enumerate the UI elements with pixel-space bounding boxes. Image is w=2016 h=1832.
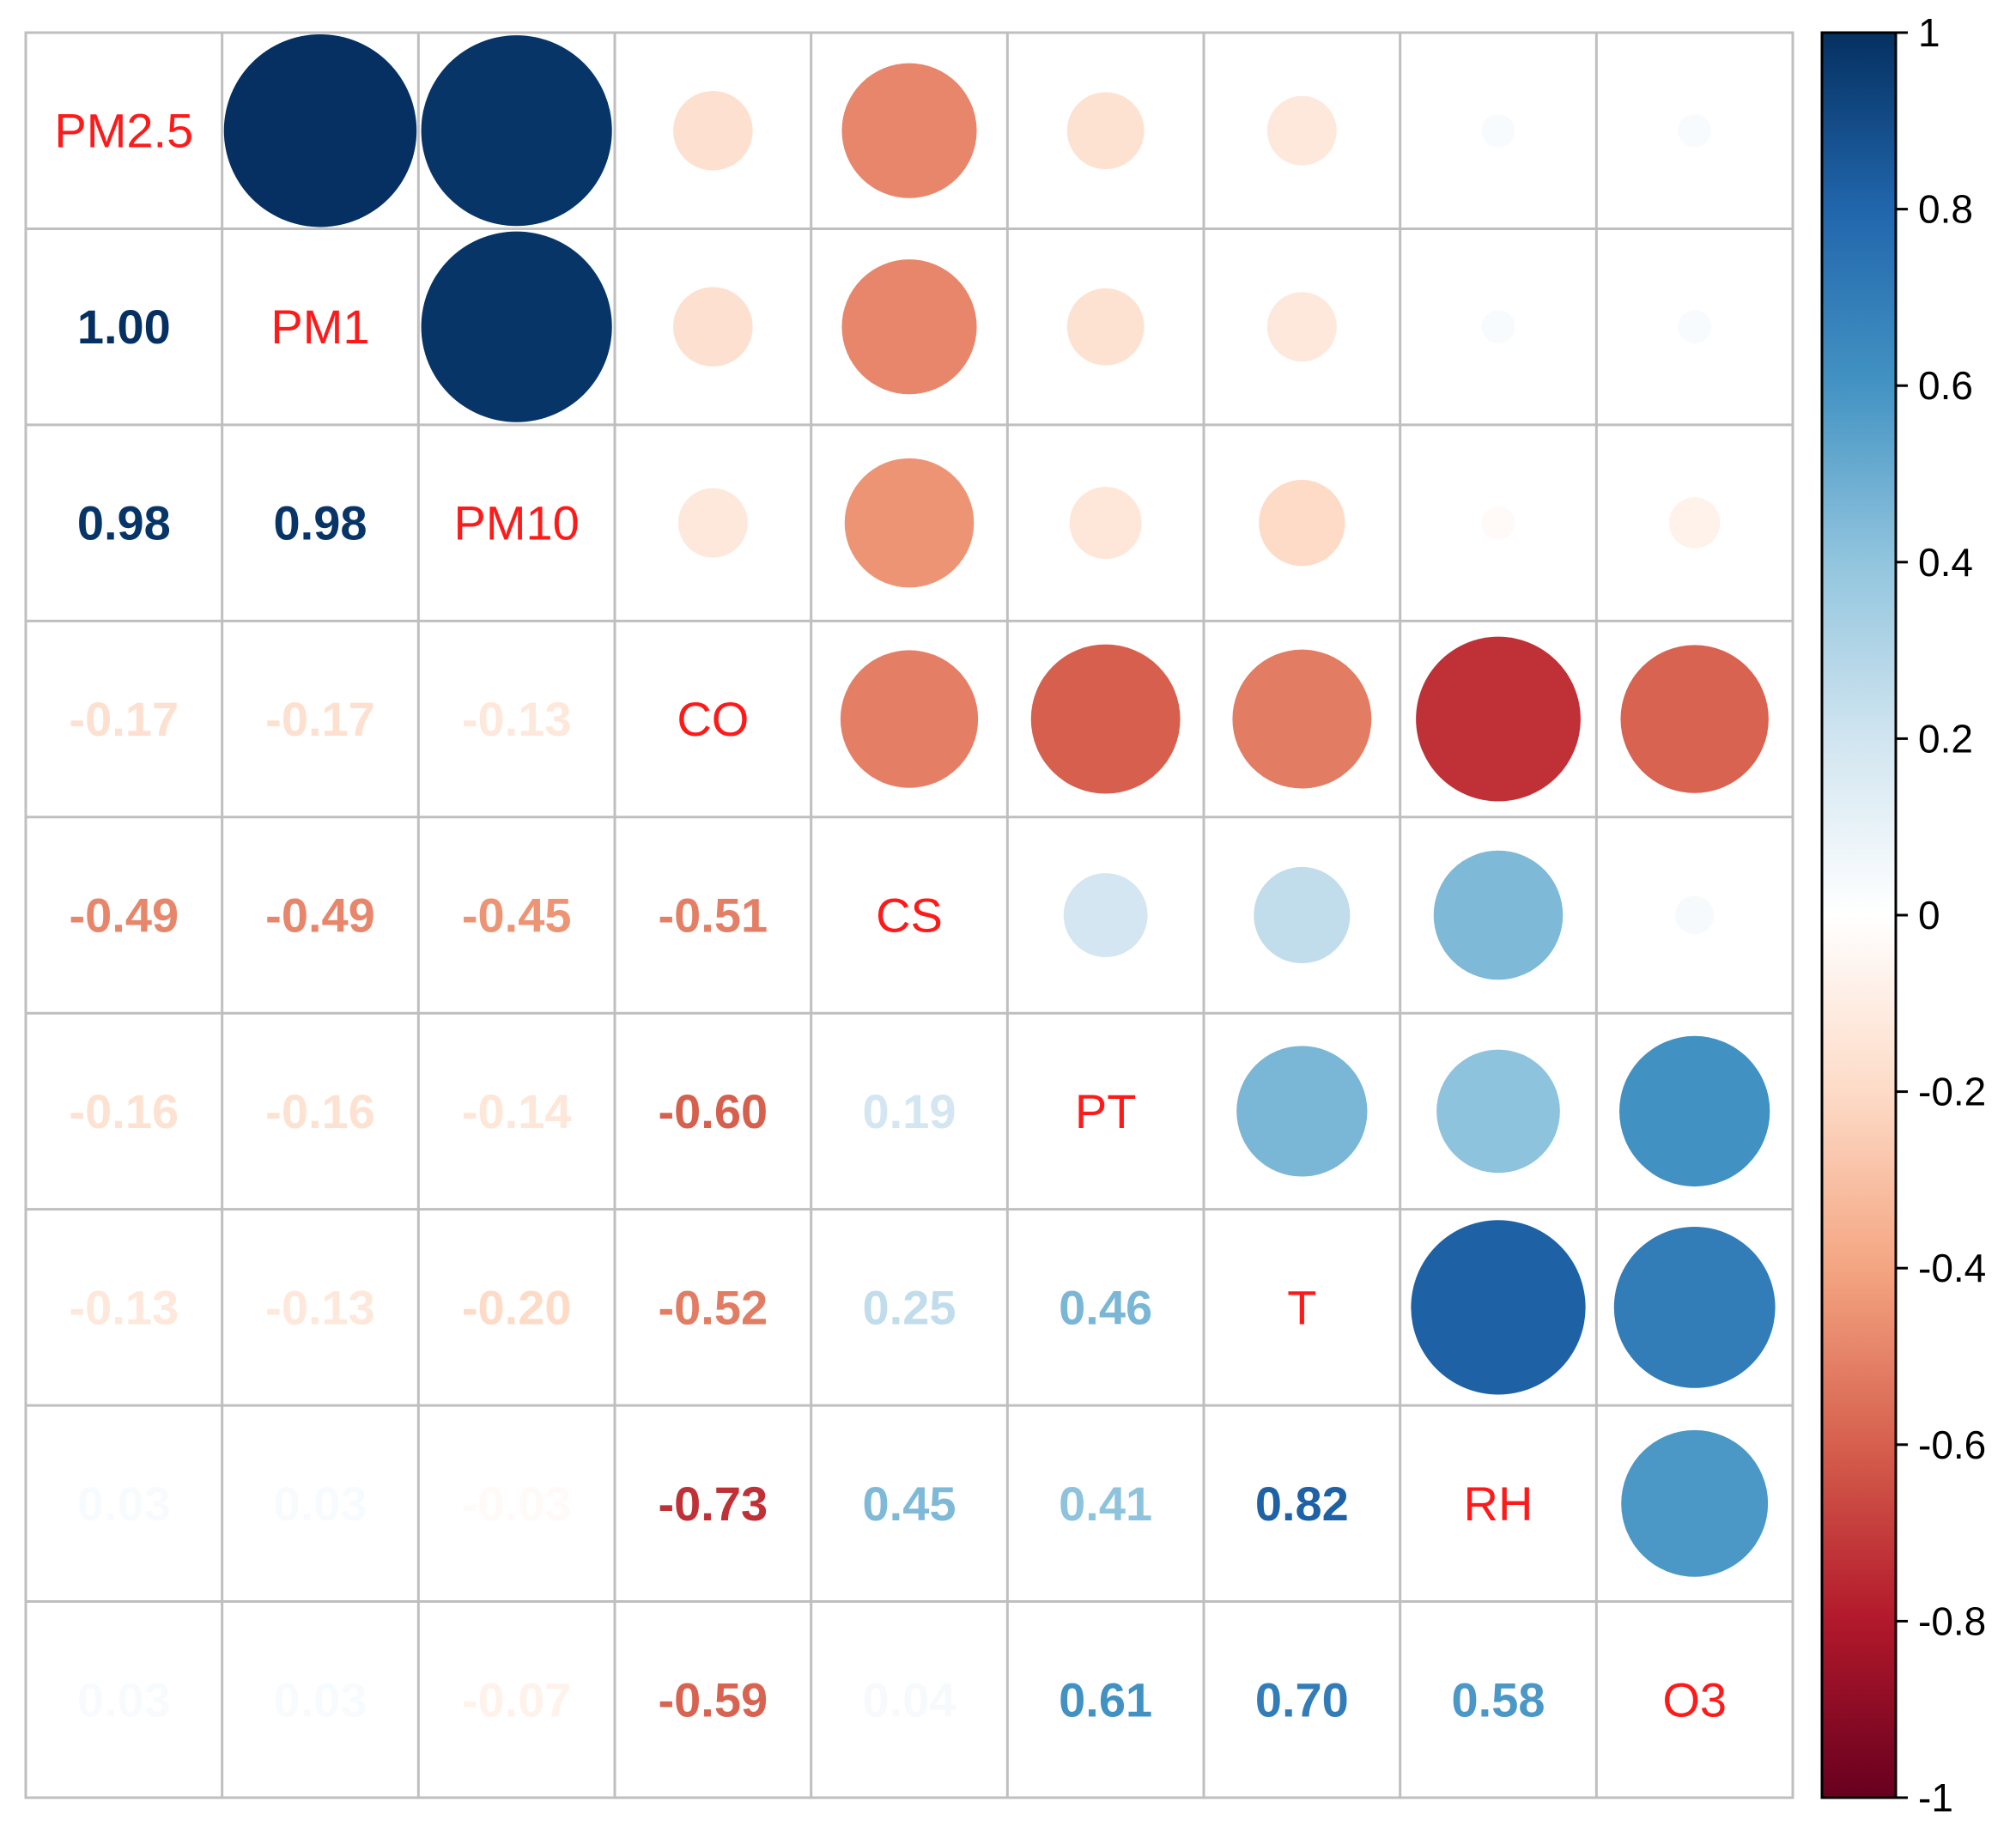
correlation-value: -0.49 <box>265 889 375 943</box>
colorbar-tick-label: 0.6 <box>1918 363 1973 408</box>
correlation-value: -0.51 <box>659 889 768 943</box>
correlation-circle <box>421 231 612 422</box>
matrix-cells: PM2.5 1.00 PM1 0.98 0.98 PM10 -0.17 -0.17 -0.13 C… <box>54 34 1776 1726</box>
correlation-value: 0.03 <box>77 1672 171 1726</box>
correlation-value: -0.52 <box>659 1280 768 1334</box>
correlation-circle <box>1254 866 1351 964</box>
correlation-circle <box>844 458 975 588</box>
correlation-value: 0.03 <box>274 1477 367 1531</box>
diagonal-label: CO <box>677 692 749 746</box>
colorbar-tick-label: -0.6 <box>1918 1423 1986 1467</box>
diagonal-label: T <box>1287 1280 1316 1334</box>
correlation-value: -0.13 <box>462 692 572 746</box>
correlation-circle <box>1266 292 1337 362</box>
correlation-value: -0.13 <box>70 1280 179 1334</box>
diagonal-label: O3 <box>1662 1672 1727 1726</box>
correlation-value: -0.17 <box>265 692 375 746</box>
correlation-value: -0.49 <box>70 889 179 943</box>
correlation-circle <box>421 35 612 227</box>
correlation-value: -0.45 <box>462 889 572 943</box>
correlation-value: 0.61 <box>1059 1672 1152 1726</box>
correlation-value: 0.25 <box>863 1280 956 1334</box>
correlation-circle <box>1481 506 1515 540</box>
correlation-circle <box>841 259 977 395</box>
correlation-circle <box>1066 288 1145 366</box>
correlation-value: -0.60 <box>659 1084 768 1138</box>
correlation-value: -0.17 <box>70 692 179 746</box>
correlation-circle <box>1481 310 1515 344</box>
colorbar-tick-label: 1 <box>1918 10 1940 55</box>
correlation-value: -0.20 <box>462 1280 572 1334</box>
correlation-value: 0.98 <box>77 496 171 550</box>
correlation-circle <box>1621 1429 1769 1577</box>
correlation-value: 0.46 <box>1059 1280 1152 1334</box>
colorbar-tick-label: 0 <box>1918 893 1940 937</box>
diagonal-label: PM10 <box>454 496 580 550</box>
correlation-value: -0.16 <box>265 1084 375 1138</box>
correlation-circle <box>840 650 979 788</box>
correlation-value: 0.45 <box>863 1477 956 1531</box>
correlation-circle <box>1675 895 1715 935</box>
correlation-value: 0.03 <box>274 1672 367 1726</box>
colorbar-tick-label: -0.2 <box>1918 1070 1986 1114</box>
correlation-circle <box>1481 113 1515 148</box>
colorbar-bar <box>1820 31 1898 1799</box>
correlation-circle <box>1678 113 1712 148</box>
correlation-circle <box>673 90 753 171</box>
correlation-circle <box>1069 487 1142 560</box>
correlation-value: -0.16 <box>70 1084 179 1138</box>
correlation-circle <box>1436 1049 1560 1174</box>
correlation-value: 0.03 <box>77 1477 171 1531</box>
correlation-circle <box>1232 649 1372 789</box>
correlation-circle <box>1266 95 1337 166</box>
correlation-value: 0.98 <box>274 496 367 550</box>
correlation-value: 0.04 <box>863 1672 956 1726</box>
correlation-circle <box>1030 644 1181 794</box>
colorbar-tick-label: -1 <box>1918 1775 1953 1820</box>
correlation-value: 0.70 <box>1255 1672 1349 1726</box>
correlation-circle <box>1613 1226 1776 1388</box>
correlation-value: -0.59 <box>659 1672 768 1726</box>
correlation-value: -0.13 <box>265 1280 375 1334</box>
correlation-circle <box>1668 497 1721 549</box>
correlation-circle <box>1259 479 1345 567</box>
colorbar: 1 0.8 0.6 0.4 0.2 0 -0.2 -0.4 -0.6 -0.8 -1 <box>1820 10 1986 1820</box>
colorbar-tick-label: 0.4 <box>1918 540 1973 585</box>
correlation-circle <box>1620 645 1769 793</box>
correlation-circle <box>1678 310 1712 344</box>
correlation-value: -0.73 <box>659 1477 768 1531</box>
correlation-circle <box>1416 636 1581 802</box>
correlation-value: 0.41 <box>1059 1477 1152 1531</box>
colorbar-tick-label: -0.8 <box>1918 1598 1986 1643</box>
colorbar-tick-label: 0.8 <box>1918 187 1973 232</box>
correlation-circle <box>1236 1046 1368 1177</box>
diagonal-label: CS <box>876 889 943 943</box>
correlation-circle <box>1066 92 1145 170</box>
correlation-circle <box>677 488 748 558</box>
correlation-circle <box>1411 1220 1586 1395</box>
diagonal-label: RH <box>1464 1477 1533 1531</box>
diagonal-label: PM2.5 <box>54 104 193 158</box>
colorbar-tick-label: -0.4 <box>1918 1246 1986 1290</box>
correlation-value: 0.58 <box>1452 1672 1545 1726</box>
colorbar-tick-label: 0.2 <box>1918 716 1973 761</box>
correlation-value: 0.19 <box>863 1084 956 1138</box>
correlation-circle <box>841 63 977 198</box>
correlation-value: -0.03 <box>462 1477 572 1531</box>
correlation-circle <box>223 34 417 227</box>
correlation-circle <box>1433 850 1564 980</box>
correlation-value: 0.82 <box>1255 1477 1349 1531</box>
correlation-circle <box>673 287 753 367</box>
diagonal-label: PT <box>1075 1084 1137 1138</box>
correlation-circle <box>1063 873 1148 957</box>
correlation-value: -0.14 <box>462 1084 572 1138</box>
correlation-value: 1.00 <box>77 300 171 354</box>
diagonal-label: PM1 <box>270 300 369 354</box>
correlation-circle <box>1619 1035 1770 1187</box>
correlation-value: -0.07 <box>462 1672 572 1726</box>
